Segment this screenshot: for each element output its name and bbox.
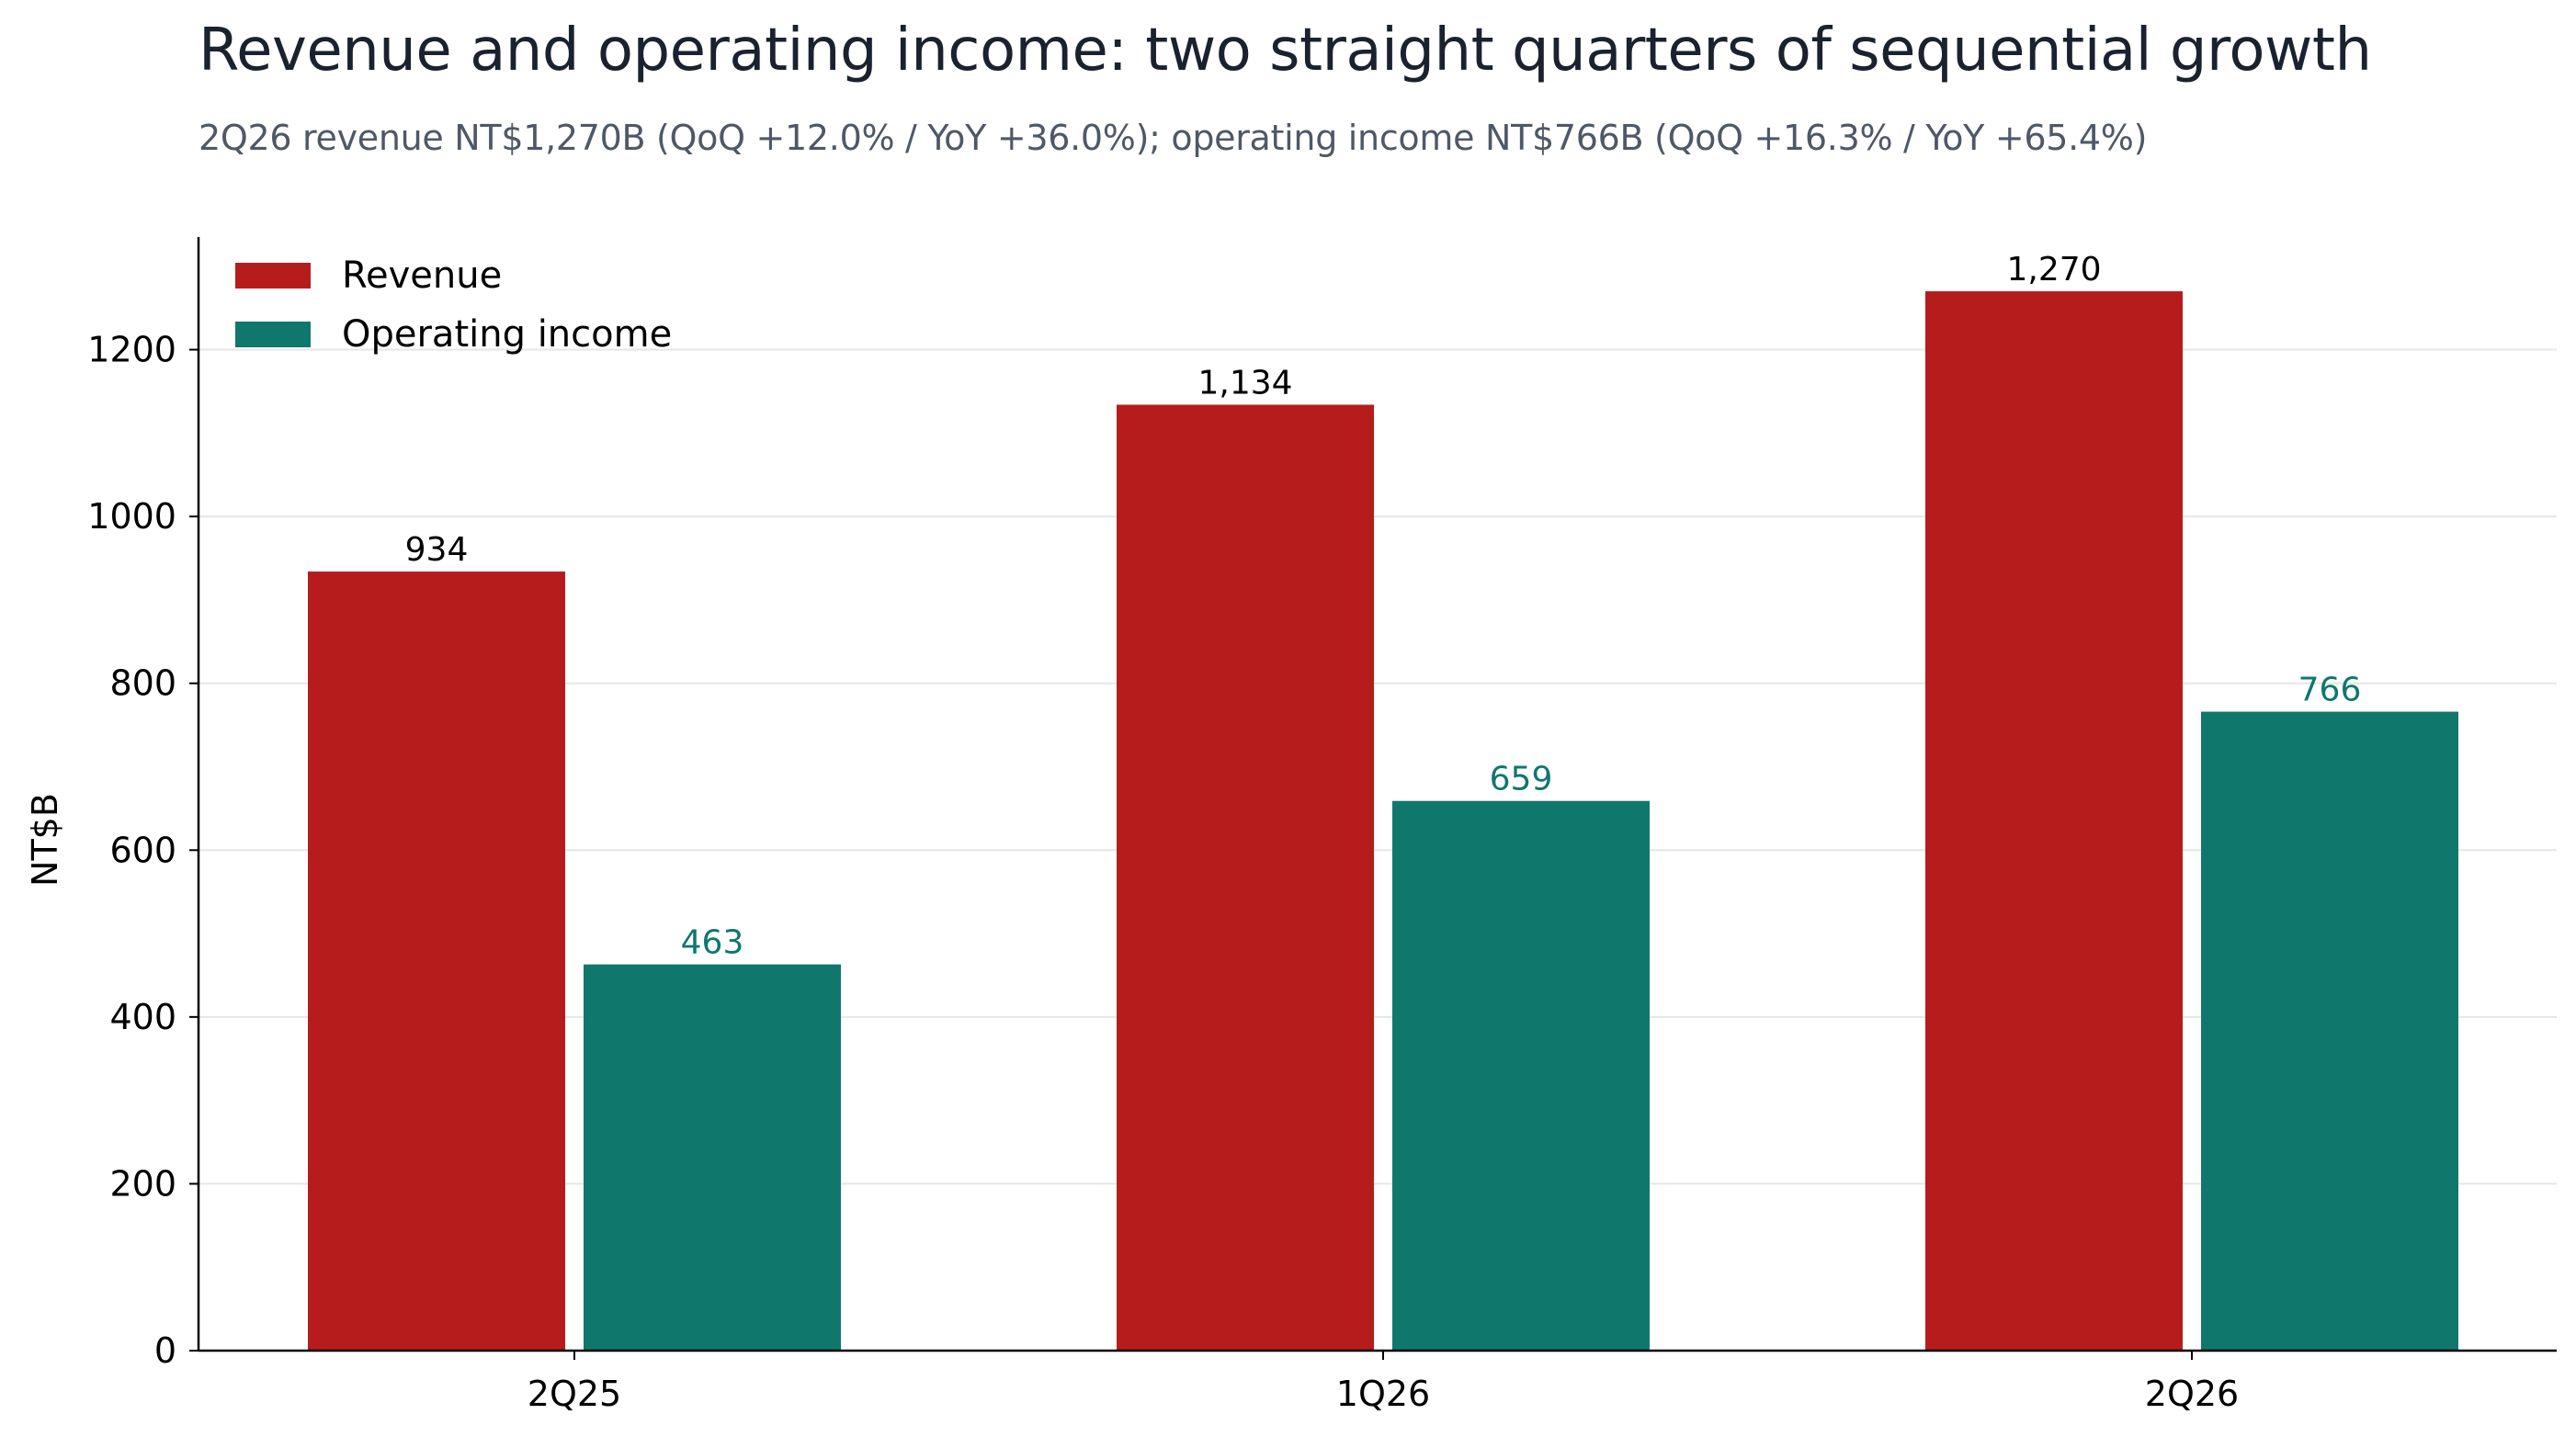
bar-operating-income-1q26 [1392,800,1650,1351]
data-labels: 934 1,134 1,270 463 659 766 [405,251,2362,962]
data-label: 463 [681,924,744,962]
axes: 0 200 400 600 800 1000 1200 2Q25 1Q26 2Q26 [87,237,2557,1414]
y-tick-label: 200 [109,1163,176,1204]
bar-revenue-2q25 [308,571,565,1351]
y-tick-label: 0 [154,1330,176,1371]
data-label: 1,134 [1197,364,1292,402]
chart-title: Revenue and operating income: two straig… [199,17,2372,85]
x-tick-label: 2Q26 [2145,1374,2239,1414]
y-tick-label: 400 [109,997,176,1037]
data-label: 766 [2298,672,2362,709]
legend-swatch [235,322,311,347]
data-label: 1,270 [2006,251,2101,289]
y-axis-label: NT$B [25,793,65,887]
bars [308,291,2458,1351]
x-tick-label: 1Q26 [1336,1374,1430,1414]
legend-label: Operating income [342,313,672,356]
data-label: 934 [405,531,469,569]
bar-revenue-2q26 [1925,291,2183,1351]
y-tick-label: 800 [109,663,176,704]
chart-subtitle: 2Q26 revenue NT$1,270B (QoQ +12.0% / YoY… [199,118,2148,158]
legend-swatch [235,263,311,289]
x-tick-label: 2Q25 [528,1374,621,1414]
data-label: 659 [1490,761,1553,798]
bar-operating-income-2q26 [2201,711,2458,1351]
bar-operating-income-2q25 [584,964,841,1351]
y-tick-label: 1000 [87,496,176,537]
y-tick-label: 600 [109,830,176,870]
legend-label: Revenue [342,255,502,297]
y-tick-label: 1200 [87,330,176,370]
bar-revenue-1q26 [1117,404,1374,1351]
legend: Revenue Operating income [235,255,672,356]
